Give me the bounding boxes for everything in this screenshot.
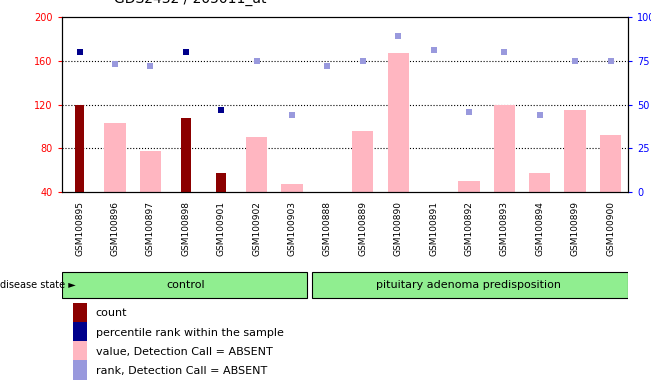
- Text: disease state ►: disease state ►: [0, 280, 76, 290]
- Bar: [104, 123, 126, 192]
- Text: GSM100890: GSM100890: [394, 202, 402, 257]
- Text: GSM100900: GSM100900: [606, 202, 615, 257]
- Text: GSM100889: GSM100889: [358, 202, 367, 257]
- Text: GSM100899: GSM100899: [571, 202, 579, 257]
- Text: GSM100893: GSM100893: [500, 202, 509, 257]
- Bar: [75, 104, 85, 192]
- Bar: [140, 151, 161, 192]
- Text: GSM100892: GSM100892: [464, 202, 473, 256]
- Text: GSM100903: GSM100903: [288, 202, 296, 257]
- Bar: [600, 135, 621, 192]
- Bar: [73, 303, 87, 324]
- Text: control: control: [167, 280, 205, 290]
- Text: GSM100891: GSM100891: [429, 202, 438, 257]
- Bar: [246, 137, 267, 192]
- Bar: [216, 174, 226, 192]
- Bar: [387, 53, 409, 192]
- Text: GDS2432 / 205011_at: GDS2432 / 205011_at: [114, 0, 266, 6]
- Text: GSM100902: GSM100902: [252, 202, 261, 256]
- Bar: [529, 174, 550, 192]
- Text: pituitary adenoma predisposition: pituitary adenoma predisposition: [376, 280, 561, 290]
- Bar: [493, 104, 515, 192]
- FancyBboxPatch shape: [62, 272, 307, 298]
- Bar: [281, 184, 303, 192]
- Text: value, Detection Call = ABSENT: value, Detection Call = ABSENT: [96, 347, 273, 357]
- Text: rank, Detection Call = ABSENT: rank, Detection Call = ABSENT: [96, 366, 267, 376]
- Text: GSM100898: GSM100898: [181, 202, 190, 257]
- Text: count: count: [96, 308, 128, 318]
- Bar: [458, 181, 480, 192]
- Bar: [73, 341, 87, 362]
- Bar: [564, 110, 586, 192]
- Bar: [73, 360, 87, 382]
- Text: percentile rank within the sample: percentile rank within the sample: [96, 328, 284, 338]
- Bar: [181, 118, 191, 192]
- Text: GSM100896: GSM100896: [111, 202, 119, 257]
- Text: GSM100888: GSM100888: [323, 202, 332, 257]
- Text: GSM100895: GSM100895: [75, 202, 84, 257]
- Bar: [73, 322, 87, 343]
- Text: GSM100901: GSM100901: [217, 202, 226, 257]
- Text: GSM100894: GSM100894: [535, 202, 544, 256]
- FancyBboxPatch shape: [312, 272, 628, 298]
- Bar: [352, 131, 374, 192]
- Text: GSM100897: GSM100897: [146, 202, 155, 257]
